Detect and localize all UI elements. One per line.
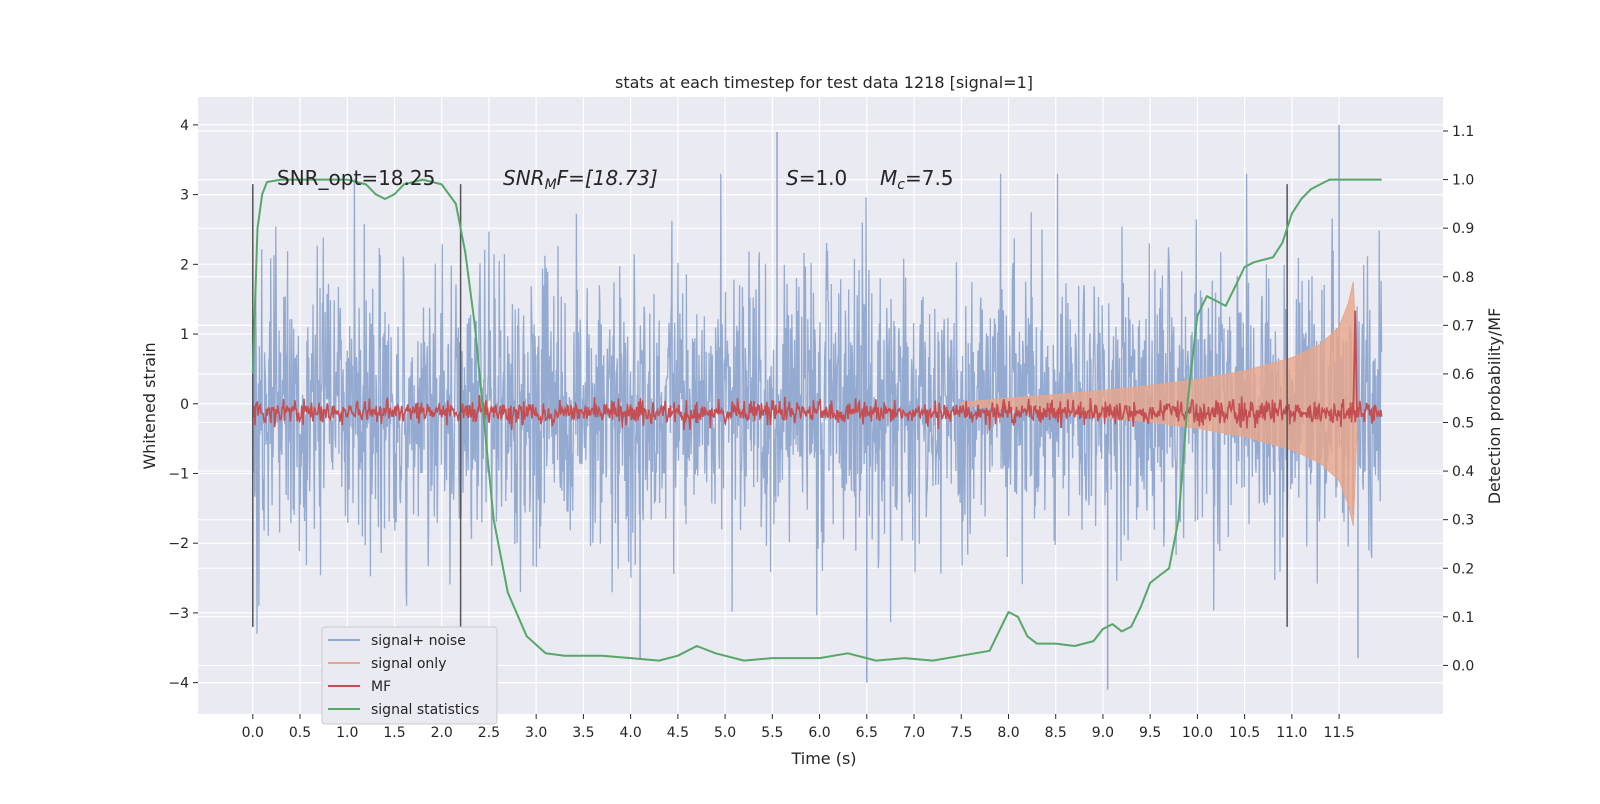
x-tick-label: 10.5	[1229, 725, 1260, 741]
signal-statistics-layer	[251, 178, 1382, 662]
legend-box	[321, 626, 498, 725]
x-tick-label: 10.0	[1182, 725, 1213, 741]
annotation-s: S=1.0	[786, 166, 847, 190]
legend: signal+ noise signal only MF signal stat…	[321, 626, 498, 725]
x-tick-label: 7.0	[903, 725, 925, 741]
y2-tick-label: 0.9	[1452, 221, 1474, 237]
x-tick-label: 5.5	[761, 725, 783, 741]
annotation-snr-mf: SNRMF=[18.73]	[503, 166, 658, 193]
mf-layer	[252, 310, 1383, 431]
y-tick-label: 0	[180, 397, 189, 413]
x-tick-label: 8.5	[1045, 725, 1067, 741]
legend-label-mf: MF	[371, 679, 391, 695]
signal-noise-layer	[252, 124, 1383, 690]
y-tick-label: 3	[180, 188, 189, 204]
legend-label-signal-only: signal only	[371, 656, 446, 672]
x-tick-label: 11.5	[1324, 725, 1355, 741]
y2-tick-label: 0.7	[1452, 318, 1474, 334]
y2-tick-label: 0.1	[1452, 610, 1474, 626]
y-tick-label: 1	[180, 327, 189, 343]
y-tick-label: −3	[168, 606, 189, 622]
y2-tick-label: 1.0	[1452, 173, 1474, 189]
y2-tick-label: 0.6	[1452, 367, 1474, 383]
y2-tick-label: 0.3	[1452, 513, 1474, 529]
mf-line	[252, 394, 1383, 431]
x-tick-label: 2.5	[478, 725, 500, 741]
y2-tick-label: 1.1	[1452, 124, 1474, 140]
x-tick-label: 9.0	[1092, 725, 1114, 741]
mf-peak	[1352, 310, 1358, 413]
x-tick-label: 7.5	[950, 725, 972, 741]
y-tick-label: 2	[180, 257, 189, 273]
chart-title: stats at each timestep for test data 121…	[615, 73, 1033, 92]
tick-layer: 0.0 0.5 1.0 1.5 2.0 2.5 3.0 3.5 4.0 4.5 5.0 5.5 6.0 6…	[168, 118, 1474, 741]
y2-tick-label: 0.5	[1452, 416, 1474, 432]
y-tick-label: −4	[168, 676, 189, 692]
y-tick-label: −1	[168, 466, 189, 482]
y2-tick-label: 0.2	[1452, 561, 1474, 577]
x-tick-label: 1.5	[383, 725, 405, 741]
x-tick-label: 5.0	[714, 725, 736, 741]
y-axis-title: Whitened strain	[140, 342, 159, 469]
y2-tick-label: 0.8	[1452, 270, 1474, 286]
signal-statistics-line	[251, 178, 1382, 662]
y2-axis-title: Detection probability/MF	[1485, 308, 1504, 505]
x-tick-label: 0.5	[289, 725, 311, 741]
annotation-s-rest: =1.0	[799, 166, 848, 190]
legend-label-signal-statistics: signal statistics	[371, 702, 479, 718]
x-tick-label: 0.0	[242, 725, 264, 741]
x-tick-label: 6.0	[808, 725, 830, 741]
y-tick-label: 4	[180, 118, 189, 134]
annotation-snr-mf-rest: F=[18.73]	[557, 166, 658, 190]
x-tick-label: 4.0	[619, 725, 641, 741]
marker-lines-layer	[252, 184, 1288, 627]
annotation-mc-sub: c	[897, 177, 905, 193]
annotation-mc-math: M	[880, 166, 897, 190]
x-tick-label: 4.5	[667, 725, 689, 741]
x-tick-label: 8.0	[997, 725, 1019, 741]
annotation-snr-opt: SNR_opt=18.25	[277, 166, 435, 190]
x-tick-label: 3.5	[572, 725, 594, 741]
x-tick-label: 6.5	[856, 725, 878, 741]
y-tick-label: −2	[168, 536, 189, 552]
y2-tick-label: 0.0	[1452, 658, 1474, 674]
x-tick-label: 2.0	[431, 725, 453, 741]
annotation-s-math: S	[786, 166, 799, 190]
x-axis-title: Time (s)	[790, 749, 856, 768]
annotation-mc: Mc=7.5	[880, 166, 954, 193]
x-tick-label: 3.0	[525, 725, 547, 741]
y2-tick-label: 0.4	[1452, 464, 1474, 480]
annotation-snr-mf-sub: M	[545, 177, 557, 193]
x-tick-label: 9.5	[1139, 725, 1161, 741]
annotation-mc-rest: =7.5	[905, 166, 954, 190]
legend-label-signal-noise: signal+ noise	[371, 633, 466, 649]
annotation-snr-mf-math: SNR	[503, 166, 545, 190]
x-tick-label: 1.0	[336, 725, 358, 741]
x-tick-label: 11.0	[1276, 725, 1307, 741]
mf-peak	[1001, 399, 1007, 413]
